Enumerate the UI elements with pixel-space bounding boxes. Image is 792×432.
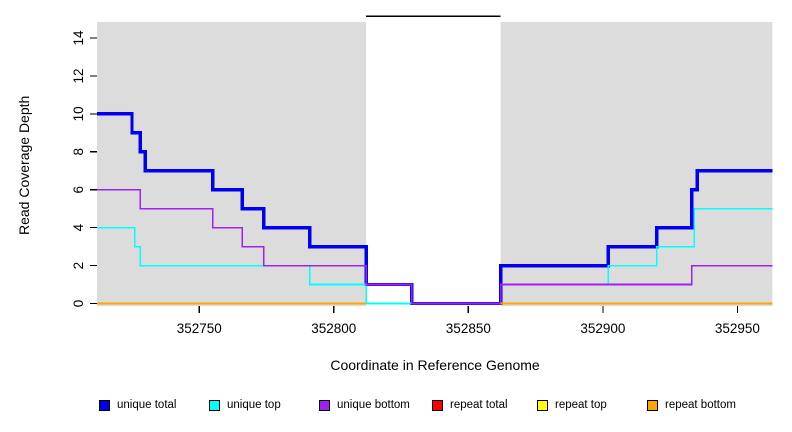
x-tick-label: 352850	[446, 321, 491, 336]
legend-item-unique-total: unique total	[99, 398, 176, 412]
coverage-plot-canvas: 352750 352800 352850 352900 352950 0 2 4 6 8 10 12 1…	[71, 15, 773, 336]
legend-item-unique-top: unique top	[209, 398, 281, 412]
legend-item-unique-bottom: unique bottom	[319, 398, 410, 412]
x-tick-label: 352950	[715, 321, 760, 336]
legend-swatch-icon	[537, 399, 548, 411]
legend-label: repeat bottom	[665, 399, 736, 411]
legend-label: repeat total	[450, 399, 508, 411]
x-tick-label: 352800	[311, 321, 356, 336]
y-tick-label: 6	[71, 186, 86, 194]
x-tick-label: 352900	[580, 321, 625, 336]
y-tick-label: 8	[71, 148, 86, 156]
legend-swatch-icon	[432, 399, 443, 411]
legend-swatch-icon	[319, 399, 330, 411]
series-unique-bottom	[97, 188, 773, 305]
y-tick-label: 10	[71, 106, 86, 121]
x-tick-label: 352750	[177, 321, 222, 336]
y-tick-label: 2	[71, 262, 86, 270]
legend-label: unique top	[227, 399, 281, 411]
y-tick-label: 0	[71, 300, 86, 308]
y-tick-label: 14	[71, 30, 86, 46]
legend-swatch-icon	[647, 399, 658, 411]
x-axis-label: Coordinate in Reference Genome	[330, 357, 540, 373]
legend-label: repeat top	[555, 399, 607, 411]
repeat-region-band	[366, 22, 501, 306]
y-tick-label: 4	[71, 223, 86, 231]
legend-item-repeat-bottom: repeat bottom	[647, 398, 736, 412]
legend-label: unique bottom	[337, 399, 410, 411]
legend-label: unique total	[117, 399, 177, 411]
legend-swatch-icon	[209, 399, 220, 411]
chart-legend: unique total unique top unique bottom repea…	[0, 398, 792, 414]
legend-item-repeat-total: repeat total	[432, 398, 508, 412]
legend-item-repeat-top: repeat top	[537, 398, 607, 412]
legend-swatch-icon	[99, 399, 110, 411]
y-axis-label: Read Coverage Depth	[16, 95, 32, 235]
series-unique-total	[97, 112, 773, 306]
y-tick-label: 12	[71, 68, 86, 83]
